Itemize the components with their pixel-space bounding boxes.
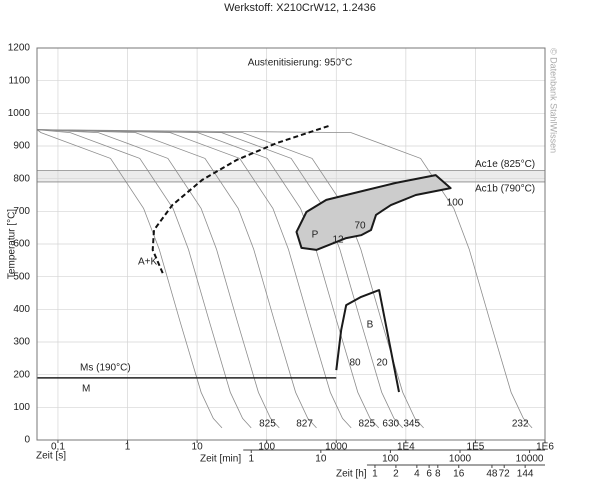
cooling-curve	[37, 129, 424, 429]
hardness-label: 825	[259, 419, 276, 430]
carbide-start-curve	[151, 124, 332, 274]
y-tick-label: 1100	[8, 75, 30, 86]
y-axis-title: Temperatur [°C]	[7, 209, 18, 279]
cooling-curve	[37, 129, 252, 429]
x-tick-label: 10	[192, 442, 204, 453]
x2-tick-label: 1000	[449, 454, 472, 465]
x2-tick-label: 100	[382, 454, 399, 465]
y-tick-label: 100	[13, 402, 30, 413]
y-tick-label: 700	[13, 206, 30, 217]
critical-band	[37, 170, 545, 182]
y-tick-label: 0	[24, 435, 30, 446]
bainite-label: B	[367, 320, 374, 331]
x3-tick-label: 16	[453, 469, 465, 480]
pearlite-label: P	[312, 230, 319, 241]
x-tick-label: 100	[258, 442, 275, 453]
x2-tick-label: 10000	[516, 454, 544, 465]
hardness-label: 827	[296, 419, 313, 430]
cooling-curve	[37, 129, 352, 429]
x3-tick-label: 4	[414, 469, 420, 480]
x3-tick-label: 6	[426, 469, 432, 480]
cooling-curve	[37, 129, 280, 429]
x-tick-label: 1000	[325, 442, 348, 453]
plot-area	[37, 48, 545, 440]
y-tick-label: 300	[13, 337, 30, 348]
y-tick-label: 500	[13, 271, 30, 282]
austenitizing-note: Austenitisierung: 950°C	[248, 58, 353, 69]
phase-percent: 20	[376, 358, 388, 369]
hardness-label: 232	[512, 419, 529, 430]
x3-tick-label: 144	[517, 469, 534, 480]
ms-label: Ms (190°C)	[80, 363, 131, 374]
cooling-curve	[37, 129, 223, 429]
x3-tick-label: 2	[393, 469, 399, 480]
cooling-curve	[37, 129, 533, 429]
plot-frame	[36, 47, 546, 441]
phase-percent: 100	[447, 198, 464, 209]
y-tick-label: 1200	[8, 43, 31, 54]
x-tick-label: 1	[125, 442, 131, 453]
x3-tick-label: 8	[435, 469, 441, 480]
y-tick-label: 900	[13, 141, 30, 152]
x3-tick-label: 1	[372, 469, 378, 480]
x-tick-label: 1E6	[536, 442, 554, 453]
martensite-label: M	[82, 384, 90, 395]
y-tick-label: 600	[13, 239, 30, 250]
critical-label: Ac1e (825°C)	[475, 159, 535, 170]
x2-tick-label: 1	[248, 454, 254, 465]
carbide-label: A+K	[138, 257, 158, 268]
watermark: © Datenbank StahlWissen	[549, 48, 559, 153]
x-axis-title: Zeit [s]	[36, 451, 66, 462]
x3-tick-label: 72	[499, 469, 511, 480]
critical-label: Ac1b (790°C)	[475, 184, 535, 195]
cooling-curve	[37, 129, 403, 429]
y-tick-label: 200	[13, 369, 30, 380]
phase-percent: 70	[354, 221, 366, 232]
hardness-label: 630	[382, 419, 399, 430]
x3-axis-title: Zeit [h]	[336, 469, 367, 480]
hardness-label: 825	[359, 419, 376, 430]
x-tick-label: 0,1	[51, 442, 65, 453]
y-tick-label: 400	[13, 304, 30, 315]
y-tick-label: 800	[13, 173, 30, 184]
x3-tick-label: 48	[486, 469, 498, 480]
pearlite-region	[295, 174, 452, 251]
phase-percent: 12	[332, 235, 344, 246]
x-tick-label: 1E4	[397, 442, 415, 453]
x2-tick-label: 10	[315, 454, 327, 465]
hardness-label: 345	[403, 419, 420, 430]
chart-title: Werkstoff: X210CrW12, 1.2436	[224, 2, 376, 14]
x-tick-label: 1E5	[467, 442, 485, 453]
bainite-boundary	[335, 289, 400, 393]
phase-percent: 80	[349, 358, 361, 369]
x2-axis-title: Zeit [min]	[200, 454, 241, 465]
cooling-curve	[37, 129, 317, 429]
y-tick-label: 1000	[8, 108, 31, 119]
